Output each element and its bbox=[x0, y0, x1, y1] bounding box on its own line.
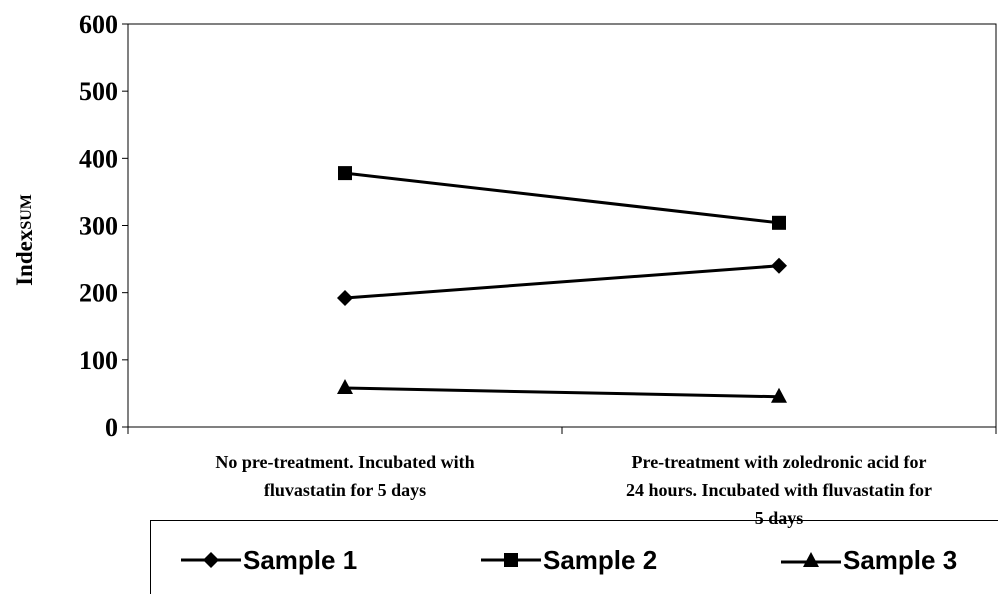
legend: Sample 1 Sample 2 Sample 3 bbox=[150, 520, 998, 594]
axis-layer: 0 100 200 300 400 500 600 bbox=[79, 10, 997, 442]
y-tick-label: 600 bbox=[79, 10, 118, 39]
series-line bbox=[344, 264, 780, 300]
series-1 bbox=[337, 257, 787, 307]
data-point[interactable] bbox=[337, 290, 353, 307]
y-tick-label: 0 bbox=[105, 413, 118, 442]
x-category-label-1: No pre-treatment. Incubated with fluvast… bbox=[215, 452, 475, 500]
data-point[interactable] bbox=[338, 166, 352, 181]
x-category-label-2: Pre-treatment with zoledronic acid for 2… bbox=[625, 452, 933, 528]
data-point[interactable] bbox=[771, 387, 787, 403]
data-point[interactable] bbox=[772, 215, 786, 230]
legend-label: Sample 3 bbox=[843, 544, 958, 575]
y-tick-label: 500 bbox=[79, 77, 118, 106]
series-2 bbox=[338, 166, 786, 230]
y-tick-label: 200 bbox=[79, 279, 118, 308]
series-3 bbox=[337, 379, 787, 403]
legend-item-sample-2[interactable]: Sample 2 bbox=[481, 543, 657, 577]
y-axis-label-sub: SUM bbox=[18, 194, 35, 230]
legend-item-sample-1[interactable]: Sample 1 bbox=[181, 543, 357, 577]
y-axis-label-main: Index bbox=[12, 229, 37, 286]
plot-frame bbox=[127, 23, 997, 428]
series-line bbox=[344, 171, 780, 225]
diamond-icon bbox=[181, 552, 241, 568]
y-axis-label: IndexSUM bbox=[12, 194, 37, 286]
square-icon bbox=[481, 553, 541, 567]
data-point[interactable] bbox=[771, 257, 787, 274]
data-point[interactable] bbox=[337, 379, 353, 395]
y-tick-label: 400 bbox=[79, 144, 118, 173]
series-line bbox=[344, 386, 780, 399]
legend-label: Sample 1 bbox=[243, 544, 358, 575]
legend-label: Sample 2 bbox=[543, 544, 658, 575]
series-layer bbox=[337, 166, 787, 403]
y-tick-label: 100 bbox=[79, 346, 118, 375]
y-tick-label: 300 bbox=[79, 212, 118, 241]
triangle-icon bbox=[781, 552, 841, 567]
legend-item-sample-3[interactable]: Sample 3 bbox=[781, 543, 957, 577]
